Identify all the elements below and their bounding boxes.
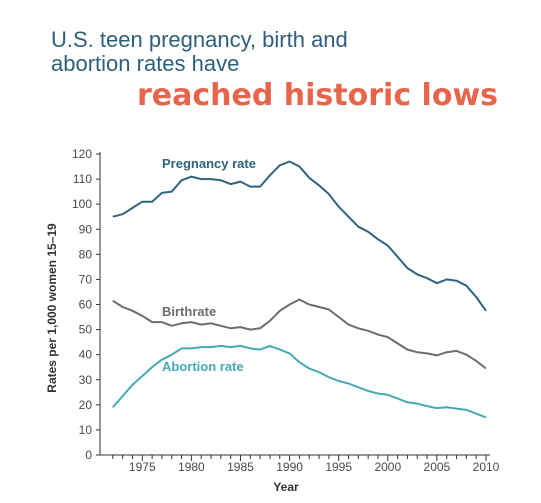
y-tick-label: 0: [85, 448, 92, 462]
y-tick-label: 60: [79, 298, 93, 312]
x-tick-label: 1990: [276, 460, 303, 474]
chart-title-line-2: abortion rates have: [51, 51, 240, 76]
x-tick-label: 1980: [178, 460, 205, 474]
y-axis-label: Rates per 1,000 women 15–19: [45, 223, 59, 393]
x-tick-label: 2000: [374, 460, 401, 474]
y-tick-label: 100: [72, 197, 92, 211]
y-tick-label: 20: [79, 398, 93, 412]
series-label-abortion: Abortion rate: [162, 359, 244, 374]
x-tick-label: 1985: [227, 460, 254, 474]
chart-title-highlight: reached historic lows: [137, 78, 499, 113]
y-tick-label: 80: [79, 247, 93, 261]
y-tick-label: 40: [79, 348, 93, 362]
x-tick-label: 2010: [473, 460, 500, 474]
y-tick-label: 50: [79, 323, 93, 337]
tick-labels: 0 10 20 30 40 50 60 70 80 90 100 110 120 1975 1980 1985…: [72, 147, 500, 474]
series-label-birth: Birthrate: [162, 304, 216, 319]
y-tick-label: 30: [79, 373, 93, 387]
y-tick-label: 120: [72, 147, 92, 161]
series-line-0: [112, 160, 487, 312]
y-tick-label: 70: [79, 272, 93, 286]
chart-axes: [96, 152, 490, 461]
y-tick-label: 10: [79, 423, 93, 437]
series-line-2: [112, 344, 487, 419]
x-axis-label: Year: [273, 480, 299, 494]
x-tick-label: 1975: [129, 460, 156, 474]
series-label-pregnancy: Pregnancy rate: [162, 156, 256, 171]
y-tick-label: 90: [79, 222, 93, 236]
x-tick-label: 2005: [424, 460, 451, 474]
chart-title-line-1: U.S. teen pregnancy, birth and: [51, 27, 348, 52]
x-tick-label: 1995: [325, 460, 352, 474]
series-lines: [112, 160, 487, 419]
series-line-1: [112, 298, 487, 370]
y-tick-label: 110: [73, 172, 92, 186]
